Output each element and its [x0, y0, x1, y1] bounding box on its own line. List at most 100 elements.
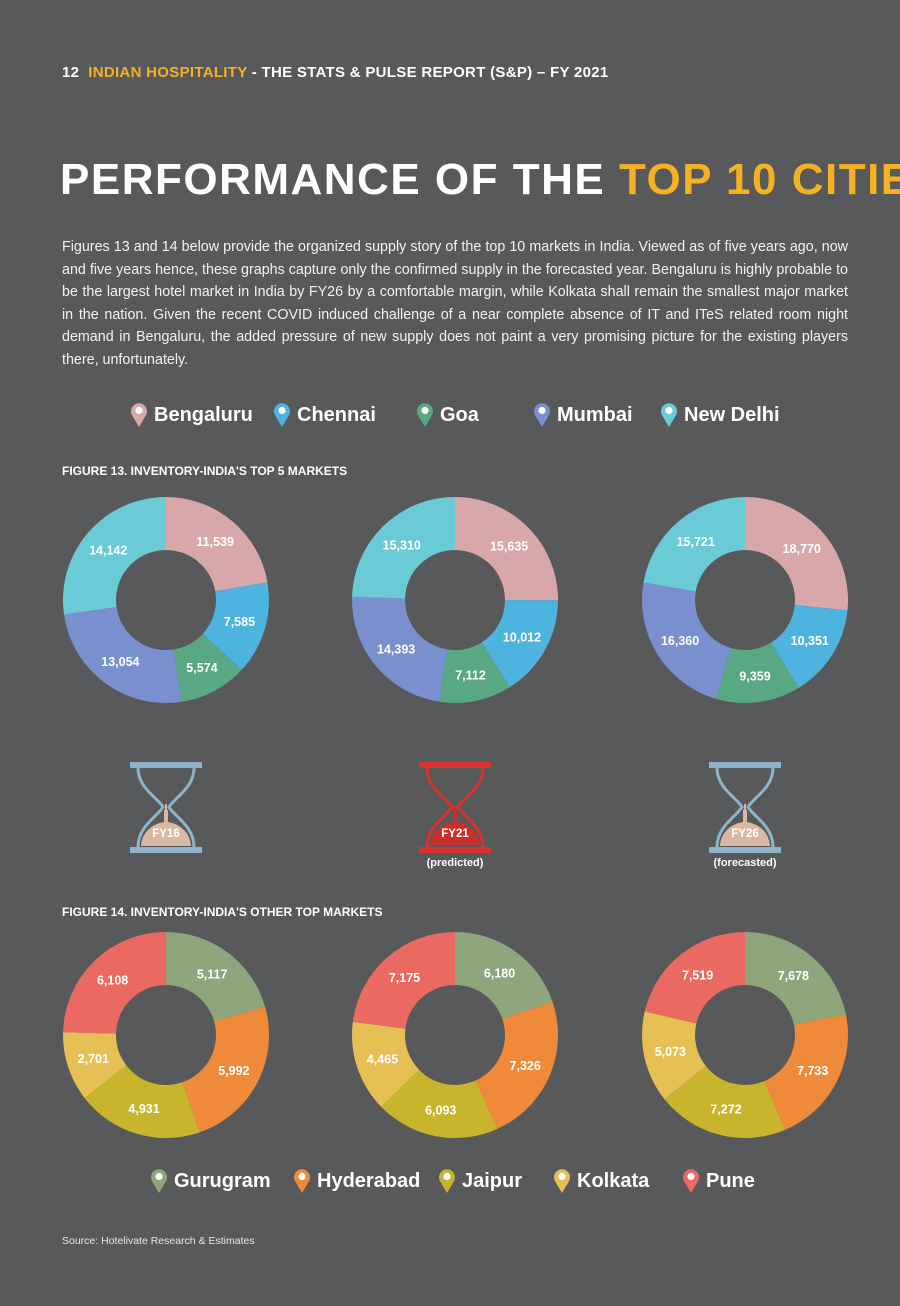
legend-label: Bengaluru — [154, 403, 253, 426]
slice-hyderabad — [182, 1006, 269, 1133]
slice-bengaluru — [166, 497, 268, 592]
source-note: Source: Hotelivate Research & Estimates — [62, 1235, 255, 1247]
legend-other-markets: Gurugram Hyderabad Jaipur Kolkata Pune — [0, 1168, 900, 1202]
slice-new-delhi — [643, 497, 745, 592]
slice-label-pune: 7,519 — [682, 969, 713, 983]
slice-label-jaipur: 7,272 — [710, 1103, 741, 1117]
map-pin-icon — [417, 403, 433, 427]
map-pin-icon — [151, 1169, 167, 1193]
map-pin-icon — [439, 1169, 455, 1193]
donut-chart-figure-13-fy16: 11,539 7,585 5,574 13,054 14,142 — [62, 497, 269, 703]
slice-label-kolkata: 5,073 — [655, 1045, 686, 1059]
slice-jaipur — [381, 1069, 498, 1138]
period-label-fy26: FY26 — [731, 828, 759, 840]
page-title: PERFORMANCE OF THE TOP 10 CITIES — [60, 158, 900, 202]
period-note-fy26: (forecasted) — [713, 857, 777, 869]
period-note-fy21: (predicted) — [426, 857, 484, 869]
map-pin-icon — [534, 403, 550, 427]
slice-pune — [644, 932, 745, 1024]
slice-label-pune: 7,175 — [389, 971, 420, 985]
legend-label: Mumbai — [557, 403, 633, 426]
slice-label-chennai: 10,012 — [503, 631, 541, 645]
legend-item-pune: Pune — [682, 1168, 755, 1194]
slice-hyderabad — [475, 1001, 558, 1129]
hourglass-icon — [709, 762, 781, 853]
hourglass-icon — [419, 762, 491, 853]
slice-label-new-delhi: 15,721 — [677, 535, 715, 549]
legend-item-mumbai: Mumbai — [533, 402, 633, 428]
map-pin-icon — [274, 403, 290, 427]
slice-label-bengaluru: 18,770 — [783, 542, 821, 556]
slice-label-jaipur: 6,093 — [425, 1104, 456, 1118]
slice-goa — [173, 633, 242, 702]
donut-chart-figure-14-fy21: 6,180 7,326 6,093 4,465 7,175 — [352, 932, 558, 1138]
slice-new-delhi — [352, 497, 455, 599]
map-pin-icon — [683, 1169, 699, 1193]
legend-item-goa: Goa — [416, 402, 479, 428]
slice-label-hyderabad: 7,733 — [797, 1064, 828, 1078]
slice-kolkata — [352, 1021, 420, 1107]
hourglass-icon — [130, 762, 202, 853]
slice-jaipur — [664, 1066, 785, 1138]
slice-bengaluru — [455, 497, 558, 601]
slice-label-goa: 7,112 — [455, 668, 486, 682]
report-subtitle: - THE STATS & PULSE REPORT (S&P) – FY 20… — [247, 64, 609, 81]
slice-new-delhi — [62, 497, 166, 615]
legend-item-bengaluru: Bengaluru — [130, 402, 253, 428]
slice-label-chennai: 10,351 — [791, 634, 829, 648]
legend-label: Jaipur — [462, 1169, 523, 1192]
map-pin-icon — [554, 1169, 570, 1193]
slice-label-pune: 6,108 — [97, 974, 128, 988]
donut-chart-figure-14-fy26: 7,678 7,733 7,272 5,073 7,519 — [642, 932, 848, 1138]
slice-gurugram — [166, 932, 266, 1022]
legend-label: Hyderabad — [317, 1169, 421, 1192]
slice-label-new-delhi: 14,142 — [89, 543, 127, 557]
slice-label-new-delhi: 15,310 — [383, 539, 421, 553]
slice-chennai — [481, 600, 558, 688]
slice-jaipur — [84, 1065, 200, 1138]
slice-label-gurugram: 6,180 — [484, 966, 515, 980]
slice-label-gurugram: 7,678 — [778, 969, 809, 983]
figure13-title: FIGURE 13. INVENTORY-INDIA'S TOP 5 MARKE… — [62, 464, 348, 478]
legend-label: Kolkata — [577, 1169, 650, 1192]
map-pin-icon — [294, 1169, 310, 1193]
slice-chennai — [771, 605, 848, 688]
slice-kolkata — [642, 1011, 706, 1100]
figure14-title: FIGURE 14. INVENTORY-INDIA'S OTHER TOP M… — [62, 905, 383, 919]
slice-label-bengaluru: 15,635 — [490, 539, 528, 553]
page-header: 12 INDIAN HOSPITALITY - THE STATS & PULS… — [62, 64, 609, 81]
legend-item-kolkata: Kolkata — [553, 1168, 649, 1194]
slice-label-kolkata: 2,701 — [78, 1052, 109, 1066]
slice-label-hyderabad: 5,992 — [218, 1064, 249, 1078]
legend-item-hyderabad: Hyderabad — [293, 1168, 420, 1194]
legend-label: Goa — [440, 403, 479, 426]
slice-gurugram — [745, 932, 846, 1025]
report-brand: INDIAN HOSPITALITY — [88, 64, 248, 81]
legend-label: New Delhi — [684, 403, 780, 426]
slice-label-jaipur: 4,931 — [128, 1102, 159, 1116]
slice-kolkata — [63, 1032, 127, 1098]
slice-bengaluru — [745, 497, 848, 611]
slice-mumbai — [352, 596, 448, 702]
legend-label: Gurugram — [174, 1169, 271, 1192]
slice-goa — [716, 642, 799, 703]
period-label-fy16: FY16 — [152, 828, 180, 840]
intro-paragraph: Figures 13 and 14 below provide the orga… — [62, 239, 848, 368]
donut-chart-figure-13-fy21: 15,635 10,012 7,112 14,393 15,310 — [352, 497, 558, 703]
slice-label-goa: 9,359 — [739, 669, 770, 683]
legend-item-gurugram: Gurugram — [150, 1168, 271, 1194]
page-number: 12 — [62, 64, 80, 81]
map-pin-icon — [661, 403, 677, 427]
legend-item-chennai: Chennai — [273, 402, 376, 428]
legend-top-markets: Bengaluru Chennai Goa Mumbai New Delhi — [0, 402, 900, 436]
period-label-fy21: FY21 — [441, 828, 469, 840]
slice-label-hyderabad: 7,326 — [510, 1059, 541, 1073]
page-title-part2: TOP 10 CITIES — [618, 155, 900, 204]
slice-label-bengaluru: 11,539 — [196, 535, 234, 549]
slice-mumbai — [64, 607, 182, 703]
slice-label-goa: 5,574 — [186, 661, 217, 675]
page-title-part1: PERFORMANCE OF THE — [60, 155, 619, 204]
slice-label-chennai: 7,585 — [224, 615, 255, 629]
legend-item-new-delhi: New Delhi — [660, 402, 780, 428]
slice-chennai — [202, 582, 269, 670]
